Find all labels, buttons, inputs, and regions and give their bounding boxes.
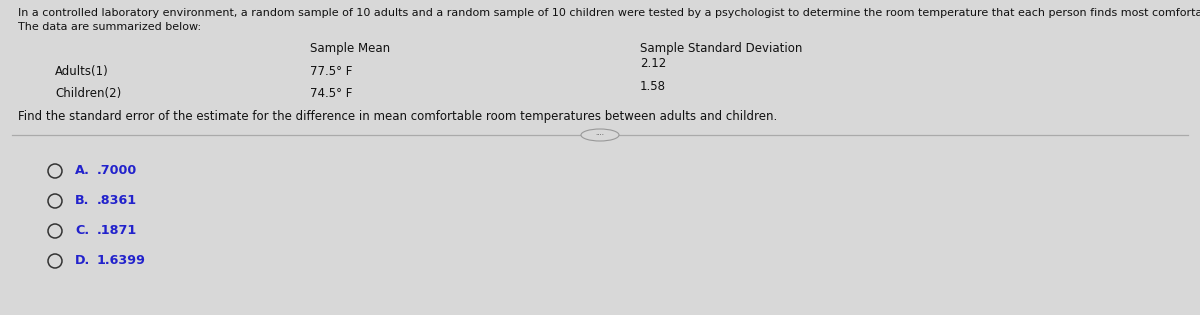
Text: .1871: .1871 <box>97 225 137 238</box>
Text: A.: A. <box>74 164 90 177</box>
Text: 77.5° F: 77.5° F <box>310 65 353 78</box>
Text: C.: C. <box>74 225 89 238</box>
Text: .8361: .8361 <box>97 194 137 208</box>
Text: 1.6399: 1.6399 <box>97 255 146 267</box>
Text: Sample Mean: Sample Mean <box>310 42 390 55</box>
Text: Children(2): Children(2) <box>55 87 121 100</box>
Text: 1.58: 1.58 <box>640 80 666 93</box>
Text: B.: B. <box>74 194 89 208</box>
Text: 74.5° F: 74.5° F <box>310 87 353 100</box>
Text: In a controlled laboratory environment, a random sample of 10 adults and a rando: In a controlled laboratory environment, … <box>18 8 1200 18</box>
Text: .7000: .7000 <box>97 164 137 177</box>
Ellipse shape <box>581 129 619 141</box>
Text: D.: D. <box>74 255 90 267</box>
Text: 2.12: 2.12 <box>640 57 666 70</box>
Text: The data are summarized below:: The data are summarized below: <box>18 22 202 32</box>
Text: ····: ···· <box>595 132 605 138</box>
Text: Find the standard error of the estimate for the difference in mean comfortable r: Find the standard error of the estimate … <box>18 110 778 123</box>
Text: Adults(1): Adults(1) <box>55 65 109 78</box>
Text: Sample Standard Deviation: Sample Standard Deviation <box>640 42 803 55</box>
